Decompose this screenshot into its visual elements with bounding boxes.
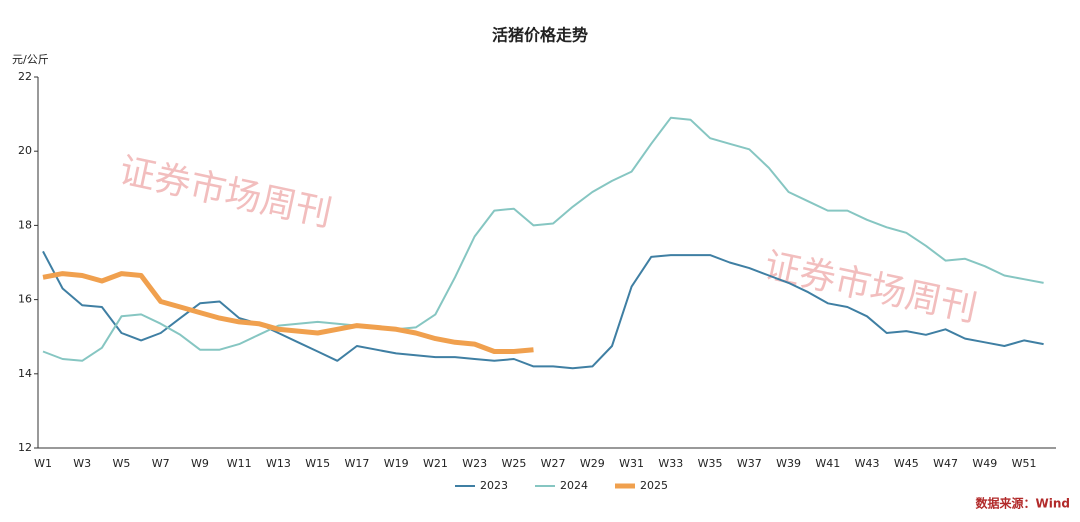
y-tick-label: 18 <box>18 218 32 231</box>
y-tick-label: 20 <box>18 144 32 157</box>
watermark: 证券市场周刊 <box>116 150 336 235</box>
x-tick-label: W5 <box>113 457 131 470</box>
x-tick-label: W25 <box>501 457 526 470</box>
x-tick-label: W51 <box>1012 457 1037 470</box>
x-tick-label: W27 <box>541 457 566 470</box>
y-tick-label: 22 <box>18 70 32 83</box>
x-tick-label: W15 <box>305 457 330 470</box>
source: 数据来源：Wind <box>976 496 1070 511</box>
x-tick-label: W49 <box>972 457 997 470</box>
x-tick-label: W43 <box>855 457 880 470</box>
x-tick-label: W3 <box>73 457 91 470</box>
x-tick-label: W17 <box>344 457 369 470</box>
x-tick-label: W31 <box>619 457 644 470</box>
x-tick-label: W7 <box>152 457 170 470</box>
x-tick-label: W41 <box>815 457 840 470</box>
x-tick-label: W21 <box>423 457 448 470</box>
y-axis-label: 元/公斤 <box>12 53 49 66</box>
y-tick-label: 12 <box>18 441 32 454</box>
x-tick-label: W45 <box>894 457 919 470</box>
x-tick-label: W33 <box>658 457 683 470</box>
x-tick-label: W13 <box>266 457 291 470</box>
x-tick-label: W9 <box>191 457 209 470</box>
chart-title: 活猪价格走势 <box>492 26 588 45</box>
x-tick-label: W39 <box>776 457 801 470</box>
x-tick-label: W47 <box>933 457 958 470</box>
legend-label: 2025 <box>640 479 668 492</box>
legend-label: 2024 <box>560 479 588 492</box>
x-tick-label: W23 <box>462 457 487 470</box>
y-tick-label: 16 <box>18 293 32 306</box>
series-line <box>42 271 534 354</box>
legend-label: 2023 <box>480 479 508 492</box>
series-line <box>42 116 1044 362</box>
watermark: 证券市场周刊 <box>761 245 981 330</box>
x-tick-label: W37 <box>737 457 762 470</box>
x-tick-label: W29 <box>580 457 605 470</box>
x-tick-label: W35 <box>698 457 723 470</box>
x-tick-label: W19 <box>384 457 409 470</box>
x-tick-label: W11 <box>227 457 252 470</box>
y-tick-label: 14 <box>18 367 32 380</box>
x-tick-label: W1 <box>34 457 52 470</box>
series-line <box>42 250 1044 370</box>
